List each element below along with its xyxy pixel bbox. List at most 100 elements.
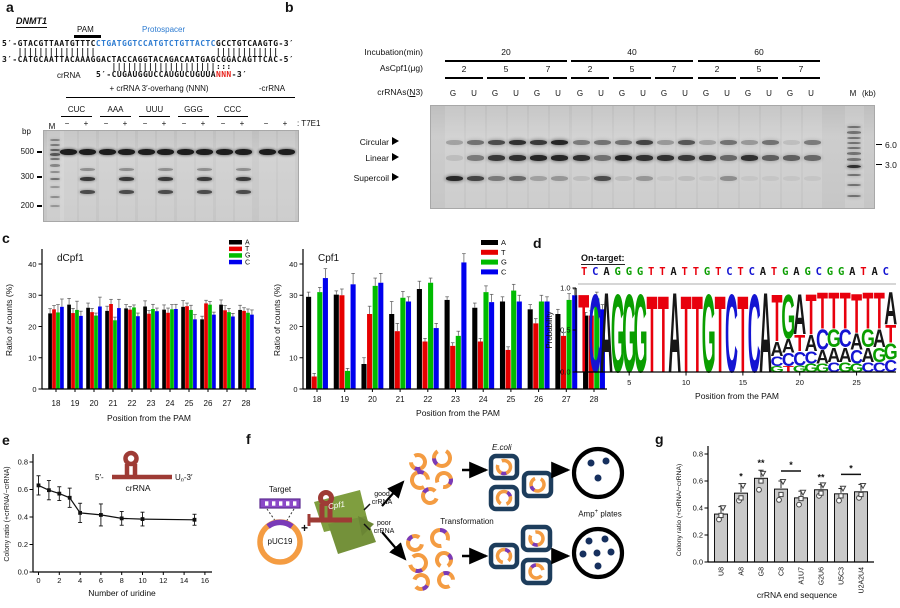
colony-dot-poor [607, 548, 615, 556]
x-tick-label: 14 [180, 576, 188, 585]
gel-band [847, 194, 861, 198]
x-tick-label: 27 [223, 399, 232, 408]
gel-band [635, 155, 653, 161]
crrna-pair-bars: |||||||||||||||||||| [111, 62, 216, 71]
bar-A-21 [389, 314, 395, 389]
gel-band [235, 167, 251, 171]
data-point [47, 488, 51, 493]
bar-G-20 [372, 285, 378, 389]
gel-band [79, 190, 95, 194]
logo-letter-G: G [611, 271, 625, 395]
bar-G-25 [511, 290, 517, 389]
bar-T-26 [204, 303, 208, 389]
data-point [192, 517, 197, 522]
logo-letter-T: T [806, 283, 817, 348]
ecoli-cell [488, 484, 520, 512]
band-row-label-Supercoil: Supercoil [353, 172, 389, 183]
bar-G-18 [56, 312, 60, 389]
data-point [140, 517, 145, 521]
gel-band [593, 139, 611, 145]
bar-G-20 [94, 315, 98, 389]
y-tick-label: 0.2 [18, 540, 28, 549]
colony-dot-good [594, 474, 602, 482]
x-tick-label: 2 [57, 576, 61, 585]
data-point-circle [776, 497, 782, 503]
significance-star: * [789, 460, 793, 470]
bp-marker-dash [37, 204, 42, 207]
logo-letter-G: G [770, 364, 784, 373]
bar-C-24 [174, 309, 178, 389]
bar-G-21 [113, 320, 117, 389]
gel-band [50, 177, 60, 181]
y-tick-label: 0.8 [693, 450, 703, 459]
enzyme-amount-bar [613, 77, 651, 79]
pam-label: PAM [77, 25, 94, 34]
kb-unit-label: (kb) [862, 88, 876, 98]
plasmid-target-bit [435, 551, 453, 569]
plasmid-target-bit [432, 448, 452, 468]
on-target-base: T [692, 266, 704, 278]
gel-band [719, 155, 737, 161]
group-underline [178, 115, 209, 117]
logo-letter-T: T [794, 331, 805, 357]
bp-marker-300: 300 [20, 172, 34, 181]
crrna-nnn: NNN [215, 70, 232, 79]
bar-T-25 [185, 306, 189, 389]
x-tick-label: 21 [396, 395, 405, 404]
bar-C-21 [405, 301, 412, 389]
bar-T-23 [147, 313, 151, 389]
incubation-bar [698, 60, 820, 62]
ecoli-cell [521, 470, 554, 499]
gel-band [466, 155, 484, 161]
gel-band [614, 139, 632, 145]
bar-T-19 [71, 313, 75, 389]
crrna-hairpin-loop [123, 450, 139, 467]
bar-T-19 [339, 295, 345, 389]
gel-band [529, 175, 547, 181]
panel-c-label: c [2, 230, 10, 246]
gel-band [847, 125, 861, 129]
logo-letter-G: G [622, 271, 636, 395]
poor-crrna-label: poor crRNA [373, 520, 395, 535]
bar-A-24 [162, 309, 166, 389]
gel-band [529, 155, 547, 161]
bar-T-20 [367, 314, 373, 389]
x-tick-label: 25 [852, 378, 860, 387]
bar-T-24 [166, 312, 170, 389]
t7e1-plusminus: + [282, 118, 288, 128]
bar-A-21 [105, 310, 109, 389]
gel-band [508, 139, 526, 145]
gel-lane [258, 131, 276, 221]
crrna-lane-label: U [555, 88, 561, 98]
gel-band [529, 139, 547, 145]
data-point-triangle [799, 489, 807, 497]
gel-band [487, 175, 505, 181]
on-target-base: G [837, 266, 850, 278]
gel-band [118, 190, 134, 194]
data-point-square [738, 495, 744, 501]
bar-C-21 [117, 308, 121, 389]
target-pointer-line [266, 508, 277, 523]
good-crrna-arrow [381, 480, 405, 507]
band-row-arrow-icon [392, 153, 399, 161]
data-point-circle [756, 486, 762, 493]
bar-A-19 [333, 294, 339, 389]
significance-star: * [849, 463, 853, 473]
cell-plasmid-bit [495, 489, 513, 507]
marker-lane-label-a: M [48, 122, 56, 131]
bar-C-22 [433, 328, 439, 389]
x-tick-label: 10 [682, 378, 690, 387]
y-axis-title: Ratio of counts (%) [4, 284, 14, 356]
crrna-lane-label: G [744, 88, 752, 98]
significance-star: * [739, 472, 743, 482]
bottom-strand-sequence: 3′-CATGCAATTACAAAGGACTACCAGGTACAGACAATGA… [2, 54, 295, 64]
bar-T-22 [422, 341, 428, 389]
crrna-lane-label: G [576, 88, 584, 98]
gel-band [487, 139, 505, 145]
logo-letter-A: A [861, 344, 874, 368]
y-axis-title: Colony ratio (+crRNA/−crRNA) [676, 464, 683, 557]
data-point-triangle [839, 485, 847, 493]
data-point-triangle [819, 482, 827, 489]
incubation-bar [445, 60, 567, 62]
